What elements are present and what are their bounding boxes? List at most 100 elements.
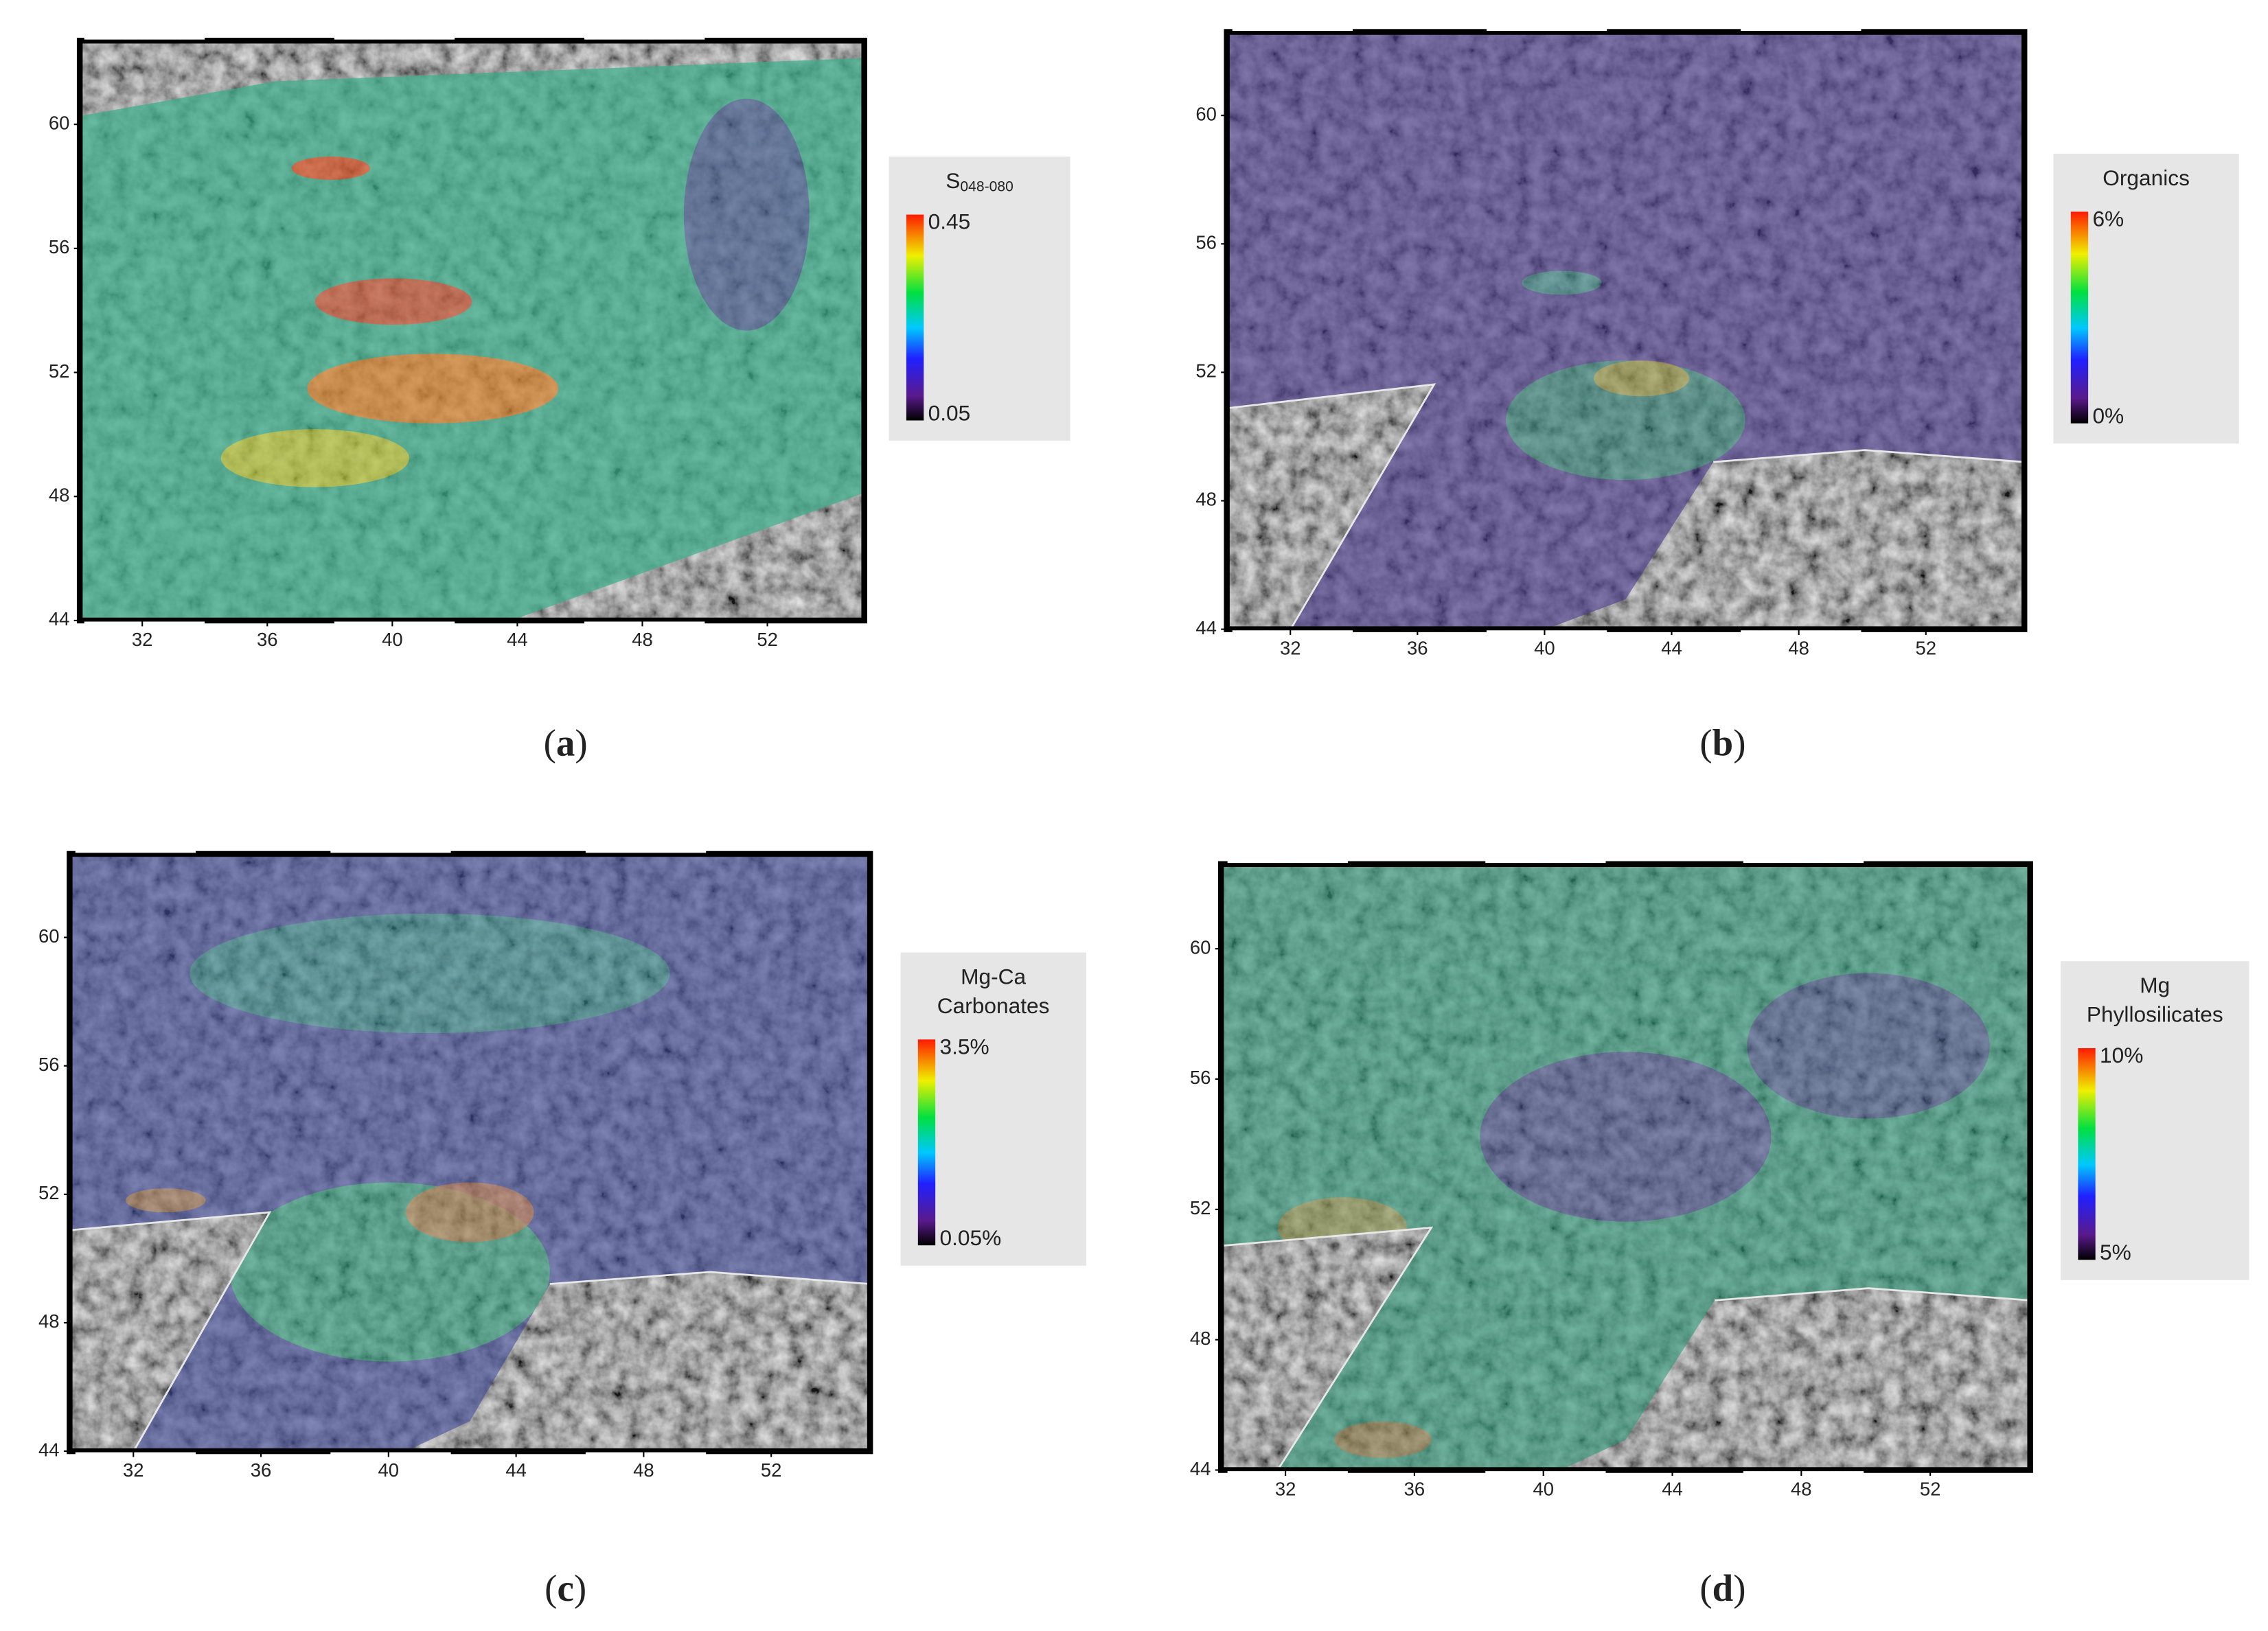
x-tick-label: 48 [1788, 637, 1809, 658]
overlay [80, 41, 864, 621]
overlay-blobs [125, 913, 670, 1362]
caption-part: c [557, 1567, 573, 1609]
mask-outline [69, 1211, 272, 1452]
y-tick-label: 48 [38, 1310, 60, 1332]
mask-outline [1221, 1226, 1434, 1470]
caption: (c) [545, 1567, 586, 1609]
overlay-blobs [1506, 270, 1745, 481]
overlay-blob [1747, 973, 1990, 1119]
y-tick-label: 48 [49, 485, 70, 506]
map-image [80, 41, 864, 621]
caption-part: ( [544, 721, 556, 763]
overlay-base [1221, 864, 2030, 1470]
colorbar-min: 0% [2092, 404, 2124, 428]
colorbar-subscript: 048-080 [960, 178, 1013, 194]
overlay-blob [307, 354, 559, 424]
overlay-blob [220, 429, 410, 487]
colorbar-max: 0.45 [928, 209, 971, 234]
caption-part: ) [574, 1567, 586, 1609]
x-tick-label: 48 [1791, 1478, 1812, 1499]
y-tick-label: 60 [1190, 936, 1211, 958]
colorbar-min: 0.05 [928, 400, 971, 425]
overlay-blob [125, 1188, 206, 1213]
colorbar-title: Organics [2103, 165, 2190, 190]
x-tick-label: 48 [632, 629, 653, 650]
x-tick-label: 52 [757, 629, 778, 650]
x-tick-label: 32 [123, 1459, 144, 1481]
caption-part: a [556, 721, 575, 763]
x-tick-label: 44 [1662, 1478, 1683, 1499]
colorbar: Organics 6% 0% [2053, 153, 2239, 444]
colorbar-scale [917, 1039, 936, 1246]
x-tick-label: 44 [505, 1459, 527, 1481]
x-tick-label: 52 [761, 1459, 782, 1481]
map-frame [76, 37, 867, 624]
x-tick-label: 52 [1915, 637, 1936, 658]
y-tick-label: 56 [38, 1054, 60, 1075]
overlay-blob [405, 1182, 534, 1242]
colorbar: Mg Phyllosilicates 10% 5% [2060, 961, 2249, 1280]
colorbar-scale [2070, 211, 2089, 424]
x-tick-label: 40 [1533, 1478, 1554, 1499]
colorbar-title: Mg-Ca Carbonates [937, 964, 1050, 1018]
overlay-blob [1593, 360, 1690, 397]
map-panel: 32 36 40 44 48 52 44 48 52 56 60 Mg-Ca Carbonates 3.5… [38, 851, 1086, 1609]
x-tick-label: 36 [1404, 1478, 1425, 1499]
overlay-blob [683, 98, 810, 331]
map-frame [1224, 29, 2028, 632]
colorbar-title: S048-080 [946, 169, 1013, 195]
y-tick-label: 60 [1195, 103, 1217, 124]
x-tick-label: 36 [251, 1459, 272, 1481]
colorbar: S048-080 0.45 0.05 [889, 157, 1070, 441]
map-image [69, 853, 871, 1452]
map-image [1221, 864, 2030, 1470]
overlay-blob [291, 157, 370, 180]
y-tick-label: 56 [49, 236, 70, 257]
colorbar-title-line: Mg [2140, 973, 2170, 998]
overlay [69, 853, 871, 1452]
x-tick-label: 32 [1275, 1478, 1296, 1499]
overlay-blob [1506, 360, 1745, 481]
caption: (b) [1699, 721, 1745, 763]
map-panel: 32 36 40 44 48 52 44 48 52 56 60 S048-080 0.45 0.05 (a… [49, 37, 1070, 763]
overlay-base [1226, 32, 2025, 629]
caption-part: b [1713, 721, 1734, 763]
colorbar-scale [906, 214, 924, 421]
mask-outline [405, 1271, 871, 1452]
colorbar-title-line: S [946, 169, 960, 194]
colorbar-max: 3.5% [940, 1034, 989, 1059]
colorbar-max: 6% [2092, 206, 2124, 231]
overlay-blob [1334, 1421, 1432, 1458]
x-tick-label: 40 [382, 629, 403, 650]
caption-part: ( [1699, 721, 1712, 763]
y-tick-label: 56 [1195, 232, 1217, 253]
colorbar-title-line: Phyllosilicates [2087, 1002, 2223, 1027]
overlay-blob [1522, 270, 1602, 295]
overlay-blob [229, 1182, 550, 1362]
caption: (a) [544, 721, 588, 763]
x-tick-label: 48 [633, 1459, 654, 1481]
caption-part: ( [1699, 1567, 1712, 1609]
y-tick-label: 56 [1190, 1067, 1211, 1088]
mask-outline [1561, 1287, 2030, 1470]
mask-outline [1546, 449, 2025, 629]
caption: (d) [1699, 1567, 1745, 1609]
colorbar-title-line: Mg-Ca [961, 964, 1026, 989]
y-tick-label: 44 [38, 1439, 60, 1460]
overlay-base [69, 853, 871, 1452]
colorbar-title: Mg Phyllosilicates [2087, 973, 2223, 1027]
map-panel: 32 36 40 44 48 52 44 48 52 56 60 Organics 6% 0% (b) [1195, 28, 2239, 763]
x-tick-label: 32 [1280, 637, 1301, 658]
y-tick-label: 44 [1195, 617, 1217, 638]
y-tick-label: 52 [1195, 360, 1217, 382]
map-frame [67, 851, 873, 1455]
caption-part: ) [1733, 721, 1745, 763]
overlay [1221, 864, 2030, 1470]
y-tick-label: 60 [38, 925, 60, 947]
x-tick-label: 40 [378, 1459, 400, 1481]
overlay-blobs [1277, 973, 1990, 1458]
map-panel: 32 36 40 44 48 52 44 48 52 56 60 Mg Phyllosilicates 1… [1190, 860, 2249, 1609]
